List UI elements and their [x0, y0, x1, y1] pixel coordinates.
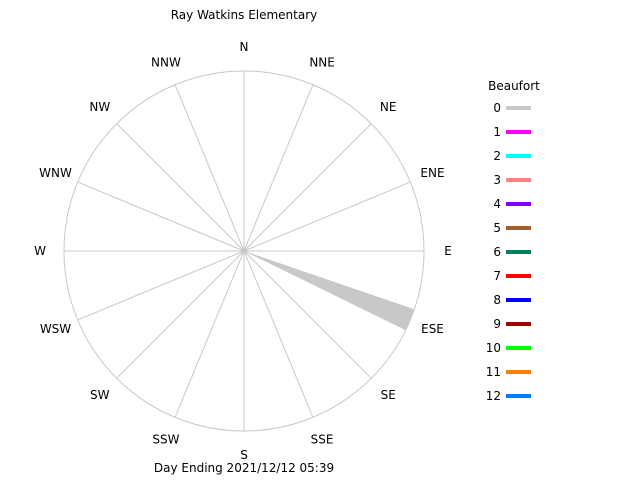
legend-swatch-7	[506, 274, 531, 278]
legend-label-4: 4	[493, 197, 501, 211]
spoke-wsw	[77, 250, 245, 321]
spoke-ne	[243, 123, 372, 252]
legend-label-7: 7	[493, 269, 501, 283]
direction-label-sw: SW	[90, 388, 110, 402]
legend-label-6: 6	[493, 245, 501, 259]
chart-footer: Day Ending 2021/12/12 05:39	[154, 461, 334, 475]
legend-swatch-4	[506, 202, 531, 206]
legend-swatch-5	[506, 226, 531, 230]
spoke-se	[243, 250, 372, 379]
chart-title: Ray Watkins Elementary	[171, 8, 318, 22]
direction-label-nne: NNE	[309, 56, 335, 70]
legend-swatch-2	[506, 154, 531, 158]
frequency-petals	[244, 251, 415, 331]
legend-label-3: 3	[493, 173, 501, 187]
legend-swatch-9	[506, 322, 531, 326]
legend-swatch-11	[506, 370, 531, 374]
legend-swatch-0	[506, 106, 531, 110]
direction-label-nw: NW	[89, 100, 110, 114]
legend-title: Beaufort	[488, 79, 540, 93]
direction-label-ese: ESE	[421, 322, 444, 336]
legend-label-5: 5	[493, 221, 501, 235]
direction-label-wsw: WSW	[40, 322, 71, 336]
direction-label-n: N	[240, 40, 249, 54]
legend-swatch-1	[506, 130, 531, 134]
direction-spokes	[64, 71, 424, 431]
petal-ese-beaufort-0	[244, 251, 415, 331]
spoke-nnw	[174, 84, 245, 252]
legend-swatch-12	[506, 394, 531, 398]
direction-labels: N NNE NE ENE E ESE SE SSE S SSW SW WSW W WNW NW NNW	[34, 40, 452, 462]
legend-label-8: 8	[493, 293, 501, 307]
legend-label-2: 2	[493, 149, 501, 163]
legend-label-9: 9	[493, 317, 501, 331]
direction-label-sse: SSE	[311, 433, 334, 447]
direction-label-e: E	[444, 244, 452, 258]
legend-label-11: 11	[486, 365, 501, 379]
legend-label-1: 1	[493, 125, 501, 139]
direction-label-s: S	[240, 448, 248, 462]
direction-label-w: W	[34, 244, 46, 258]
legend-swatch-3	[506, 178, 531, 182]
spoke-nne	[243, 84, 314, 252]
direction-label-se: SE	[381, 388, 396, 402]
legend-swatch-8	[506, 298, 531, 302]
spoke-ene	[243, 181, 411, 252]
direction-label-wnw: WNW	[39, 166, 72, 180]
direction-label-ne: NE	[380, 100, 397, 114]
spoke-wnw	[77, 181, 245, 252]
legend-label-0: 0	[493, 101, 501, 115]
direction-label-ssw: SSW	[152, 433, 179, 447]
direction-label-nnw: NNW	[151, 56, 181, 70]
legend-label-12: 12	[486, 389, 501, 403]
legend-swatch-10	[506, 346, 531, 350]
legend-label-10: 10	[486, 341, 501, 355]
spoke-sse	[243, 250, 314, 418]
spoke-nw	[116, 123, 245, 252]
spoke-ssw	[174, 250, 245, 418]
legend-swatch-6	[506, 250, 531, 254]
spoke-sw	[116, 250, 245, 379]
direction-label-ene: ENE	[420, 166, 444, 180]
